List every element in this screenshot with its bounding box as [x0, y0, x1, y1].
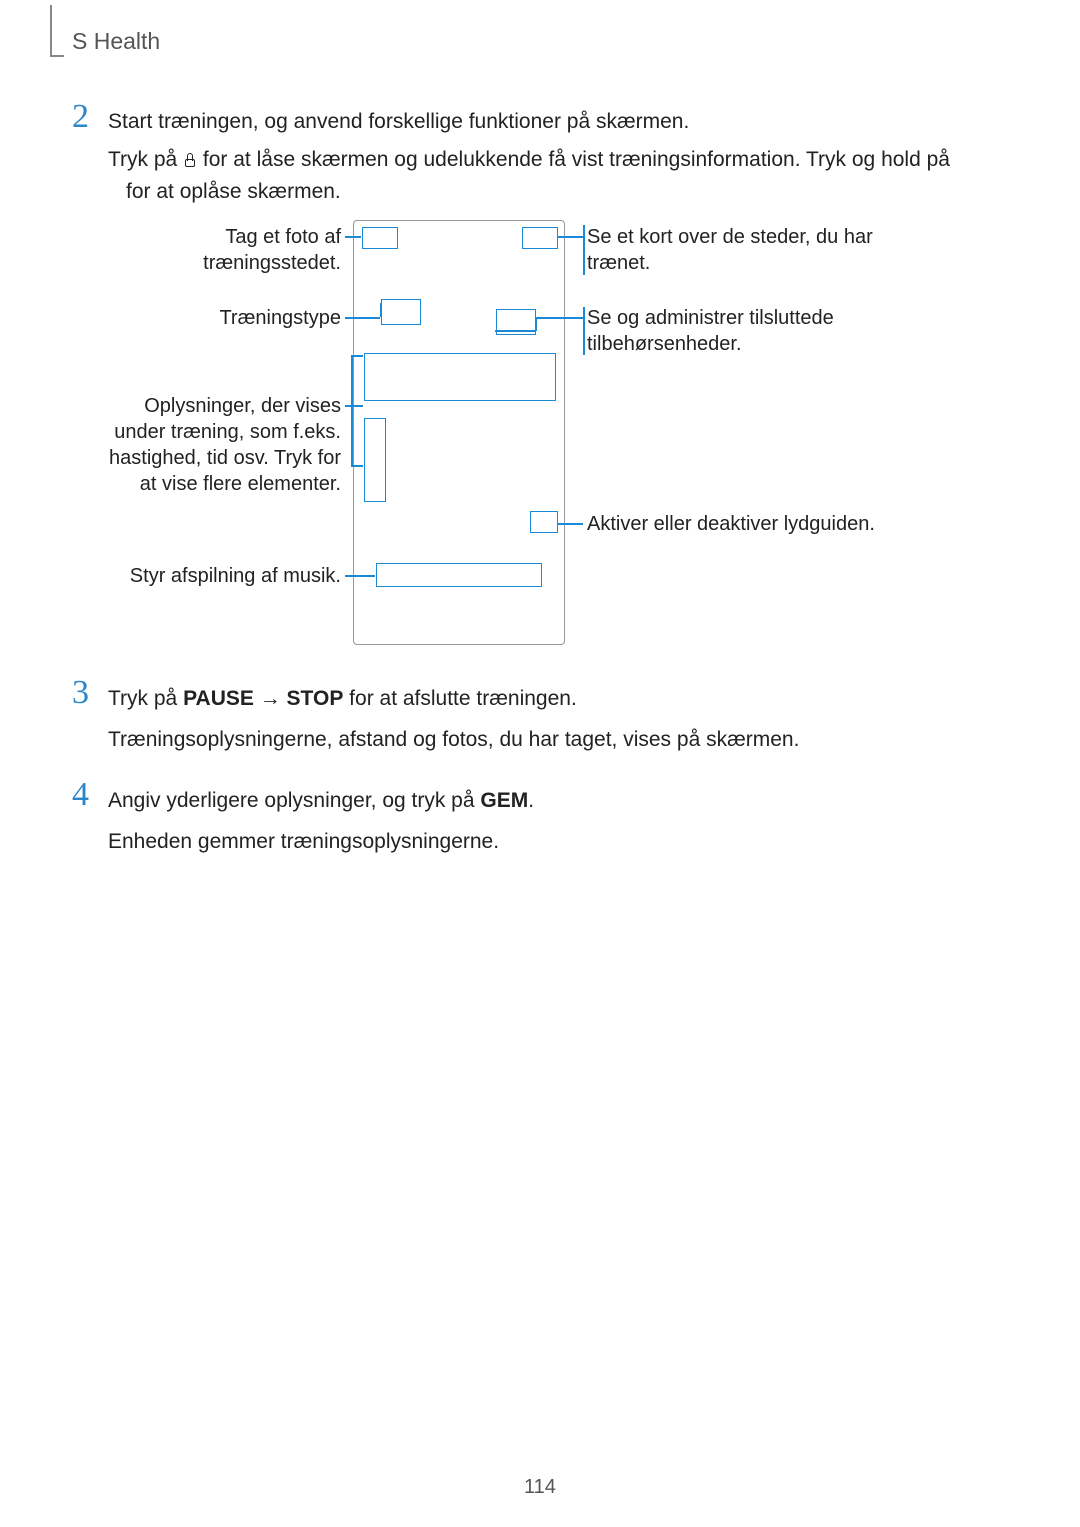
- header-title: S Health: [72, 28, 160, 55]
- leader-acc-down: [535, 317, 537, 331]
- step-3-sub: Træningsoplysningerne, afstand og fotos,…: [108, 724, 1008, 756]
- leader-info-h1: [345, 405, 363, 407]
- step-3-arrow: →: [254, 687, 287, 710]
- callout-audio: Aktiver eller deaktiver lydguiden.: [587, 511, 927, 537]
- step-2-sub-post: for at låse skærmen og udelukkende få vi…: [197, 148, 950, 171]
- step-3-text: Tryk på PAUSE → STOP for at afslutte træ…: [108, 684, 577, 714]
- step-2-sub-pre: Tryk på: [108, 148, 183, 171]
- leader-music: [345, 575, 375, 577]
- region-info-big: [364, 353, 556, 401]
- step-3-post: for at afslutte træningen.: [343, 687, 576, 710]
- leader-map-h: [557, 236, 583, 238]
- callout-photo: Tag et foto af træningsstedet.: [95, 224, 341, 276]
- region-audio: [530, 511, 558, 533]
- step-3-stop: STOP: [287, 687, 344, 710]
- step-2-subtext: Tryk på for at låse skærmen og udelukken…: [108, 144, 1008, 207]
- leader-acc-in: [495, 330, 535, 332]
- training-screen-diagram: Tag et foto af træningsstedet. Træningst…: [95, 215, 985, 650]
- step-4-sub: Enheden gemmer træningsoplysningerne.: [108, 826, 1008, 858]
- leader-acc-v: [583, 307, 585, 355]
- page: S Health 2 Start træningen, og anvend fo…: [0, 0, 1080, 1527]
- region-photo: [362, 227, 398, 249]
- leader-type: [345, 317, 380, 319]
- leader-info-h2: [351, 355, 363, 357]
- region-info-a: [364, 418, 386, 502]
- region-map: [522, 227, 558, 249]
- leader-acc-h: [535, 317, 583, 319]
- leader-map-v: [583, 225, 585, 275]
- callout-map: Se et kort over de steder, du har trænet…: [587, 224, 897, 276]
- step-4-post: .: [528, 789, 534, 812]
- header-divider: [50, 5, 52, 55]
- step-4-text: Angiv yderligere oplysninger, og tryk på…: [108, 786, 534, 816]
- step-3-number: 3: [72, 674, 89, 712]
- step-4-number: 4: [72, 776, 89, 814]
- step-4-gem: GEM: [480, 789, 528, 812]
- page-number: 114: [0, 1476, 1080, 1499]
- step-4-pre: Angiv yderligere oplysninger, og tryk på: [108, 789, 480, 812]
- callout-accessories: Se og administrer tilsluttede tilbehørse…: [587, 305, 897, 357]
- leader-audio: [557, 523, 583, 525]
- callout-music: Styr afspilning af musik.: [95, 563, 341, 589]
- lock-icon: [183, 152, 197, 168]
- phone-outline: [353, 220, 565, 645]
- step-3-pre: Tryk på: [108, 687, 183, 710]
- leader-info-v: [351, 355, 353, 465]
- step-2-sub-b: for at oplåse skærmen.: [108, 176, 341, 208]
- callout-type: Træningstype: [95, 305, 341, 331]
- leader-type-v: [380, 303, 382, 317]
- region-music: [376, 563, 542, 587]
- leader-info-h3: [351, 465, 363, 467]
- step-2-text: Start træningen, og anvend forskellige f…: [108, 107, 689, 137]
- header-divider-tick: [50, 55, 64, 57]
- region-type: [381, 299, 421, 325]
- step-3-pause: PAUSE: [183, 687, 254, 710]
- leader-photo: [345, 236, 361, 238]
- step-2-number: 2: [72, 98, 89, 136]
- callout-info: Oplysninger, der vises under træning, so…: [95, 393, 341, 497]
